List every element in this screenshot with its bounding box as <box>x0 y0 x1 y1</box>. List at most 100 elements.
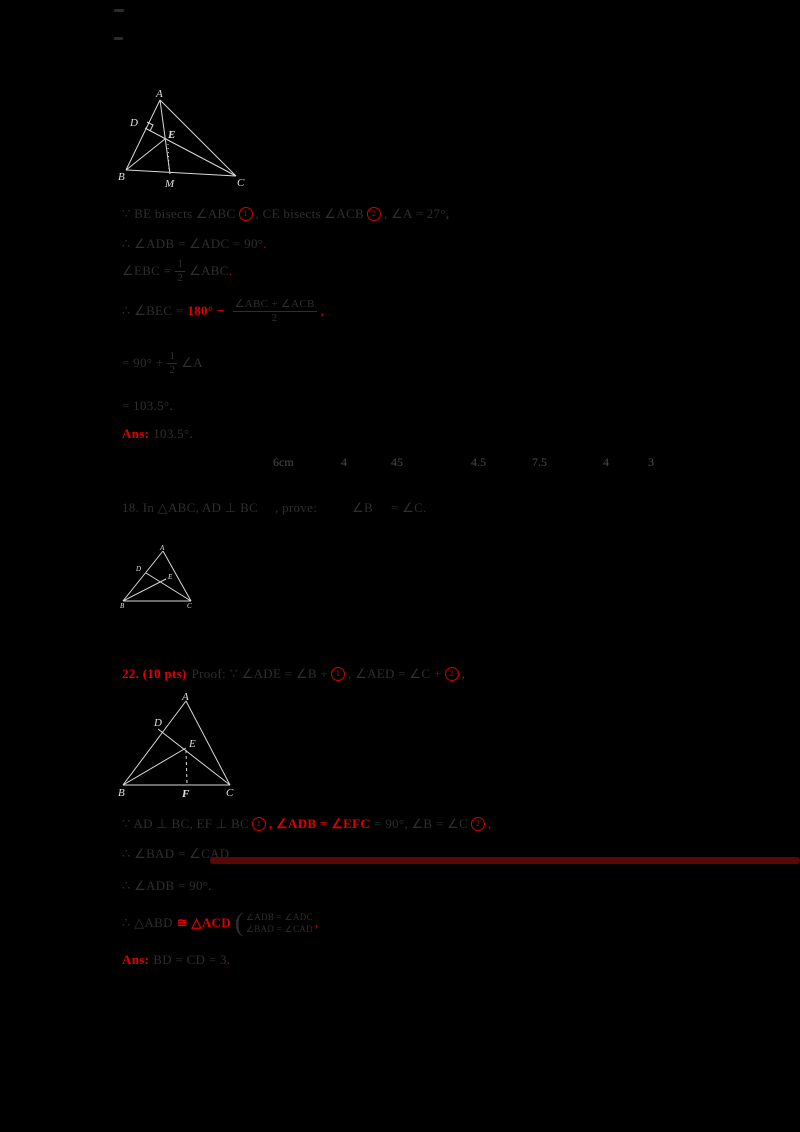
dotted-em <box>167 143 170 171</box>
triangle-figure-1: A D E B M C <box>118 88 245 190</box>
circled-number-icon: 2 <box>471 817 486 831</box>
answer-token: 4 <box>603 455 609 469</box>
solution-line: ∴ ∠ADB = 90° . <box>122 878 212 894</box>
vertex-label-a: A <box>159 544 165 552</box>
highlighted-term: 180° − <box>187 303 225 319</box>
math-text: ∠EBC = <box>122 263 172 279</box>
segment-be <box>122 578 167 602</box>
circled-number-icon: 2 <box>444 667 459 681</box>
vertex-label-a: A <box>181 693 189 703</box>
condition-line: ∠BAD = ∠CAD <box>245 924 313 934</box>
triangle-edge <box>125 99 161 171</box>
vertex-label-c: C <box>187 602 192 610</box>
solution-line: = 90° + 1 2 ∠A <box>122 350 203 376</box>
vertex-label-a: A <box>155 88 163 100</box>
vertex-label-c: C <box>226 787 234 799</box>
answer-label: Ans: <box>122 952 150 967</box>
math-text: ∵ AD ⊥ BC, EF ⊥ BC <box>122 816 249 831</box>
circled-number-icon: 1 <box>331 667 346 681</box>
red-punctuation: , <box>488 816 492 831</box>
vertex-label-e: E <box>167 129 175 141</box>
vertex-label-b: B <box>120 602 125 610</box>
circled-number-icon: 2 <box>366 207 381 221</box>
math-text: , ∠AED = ∠C + <box>348 666 442 681</box>
solution-line: Ans: BD = CD = 3 . <box>122 952 230 968</box>
red-punctuation: . <box>208 878 212 893</box>
answer-token: 45 <box>391 455 403 469</box>
right-angle-mark <box>146 121 154 132</box>
red-punctuation: . <box>189 426 194 441</box>
fraction-denominator: 2 <box>177 271 184 284</box>
vertex-label-m: M <box>164 178 175 190</box>
triangle-edge <box>122 700 187 786</box>
fraction-denominator: 2 <box>271 311 278 324</box>
red-punctuation: , <box>314 915 319 930</box>
math-text: = 90°, ∠B = ∠C <box>374 816 469 831</box>
fraction: 1 2 <box>175 258 186 284</box>
answer-label: Ans: <box>122 426 150 441</box>
highlighted-term: , ∠ADB = ∠EFC <box>268 816 371 831</box>
vertex-label-c: C <box>237 177 245 189</box>
red-punctuation: , <box>445 206 450 221</box>
solution-line: ∵ AD ⊥ BC, EF ⊥ BC 1 , ∠ADB = ∠EFC = 90°… <box>122 816 492 832</box>
vertex-label-e: E <box>167 573 173 581</box>
condition-stack: ∠ADB = ∠ADC ∠BAD = ∠CAD <box>246 911 313 935</box>
smudge-mark <box>114 37 123 40</box>
vertex-label-f: F <box>181 788 190 799</box>
vertex-label-b: B <box>118 171 125 183</box>
solution-line: Ans: 103.5° . <box>122 426 193 442</box>
math-text: 103.5° <box>153 426 190 441</box>
math-text: ∠A <box>181 355 203 371</box>
red-punctuation: , <box>320 303 325 319</box>
cevian-dc <box>157 728 231 786</box>
fraction-numerator: 1 <box>175 258 186 272</box>
vertex-label-d: D <box>135 565 141 573</box>
math-text: , CE bisects ∠ACB <box>255 206 364 221</box>
problem-text: 18. In △ABC, AD ⊥ BC <box>122 500 259 515</box>
answer-token: 4 <box>341 455 347 469</box>
red-punctuation: . <box>263 236 267 251</box>
math-text: BD = CD = 3 <box>153 952 227 967</box>
answer-token: 7.5 <box>532 455 547 469</box>
red-strike-bar <box>210 857 800 864</box>
solution-line: ∴ ∠ADB = ∠ADC = 90° . <box>122 236 267 252</box>
problem-text: , prove: <box>275 500 318 515</box>
solution-line: 22. (10 pts) Proof: ∵ ∠ADE = ∠B + 1 , ∠A… <box>122 666 465 682</box>
fraction-denominator: 2 <box>169 363 176 376</box>
answer-token: 3 <box>648 455 654 469</box>
red-punctuation: . <box>228 263 233 279</box>
vertex-label-d: D <box>153 717 162 729</box>
open-paren: ( <box>234 908 244 937</box>
problem-number-label: 22. (10 pts) <box>122 666 187 681</box>
solution-line: ∴ ∠BEC = 180° − ∠ABC + ∠ACB 2 , <box>122 298 324 324</box>
cevian-dc <box>144 127 237 177</box>
math-text: , ∠A = 27° <box>383 206 446 221</box>
problem-text: = ∠C. <box>391 500 427 515</box>
fraction-numerator: 1 <box>167 350 178 364</box>
solution-line: ∴ △ABD ≅ △ACD ( ∠ADB = ∠ADC ∠BAD = ∠CAD … <box>122 908 318 938</box>
triangle-edge <box>185 700 231 786</box>
vertex-label-d: D <box>129 117 138 129</box>
red-punctuation: , <box>461 666 466 681</box>
segment-be <box>122 747 187 786</box>
fraction: ∠ABC + ∠ACB 2 <box>232 298 317 324</box>
math-text: ∴ ∠BAD = ∠CAD <box>122 846 230 861</box>
red-punctuation: . <box>169 398 173 413</box>
math-text: ∴ △ABD <box>122 915 173 930</box>
math-text: = 103.5° <box>122 398 170 413</box>
vertex-label-b: B <box>118 787 125 799</box>
solution-line: ∵ BE bisects ∠ABC 1 , CE bisects ∠ACB 2 … <box>122 206 449 222</box>
fraction: 1 2 <box>167 350 178 376</box>
dashed-ef <box>185 749 188 786</box>
highlighted-term: ≅ △ACD <box>176 915 231 930</box>
answer-token: 4.5 <box>471 455 486 469</box>
math-text: Proof: ∵ ∠ADE = ∠B + <box>191 666 329 681</box>
circled-number-icon: 1 <box>251 817 266 831</box>
solution-line: ∠EBC = 1 2 ∠ABC . <box>122 258 232 284</box>
triangle-edge <box>125 169 237 177</box>
math-text: ∴ ∠BEC = <box>122 303 184 319</box>
triangle-figure-3: A D E B F C <box>118 693 234 799</box>
triangle-figure-2: A D E B C <box>120 544 192 610</box>
smudge-mark <box>114 9 124 12</box>
fraction-numerator: ∠ABC + ∠ACB <box>232 298 317 312</box>
